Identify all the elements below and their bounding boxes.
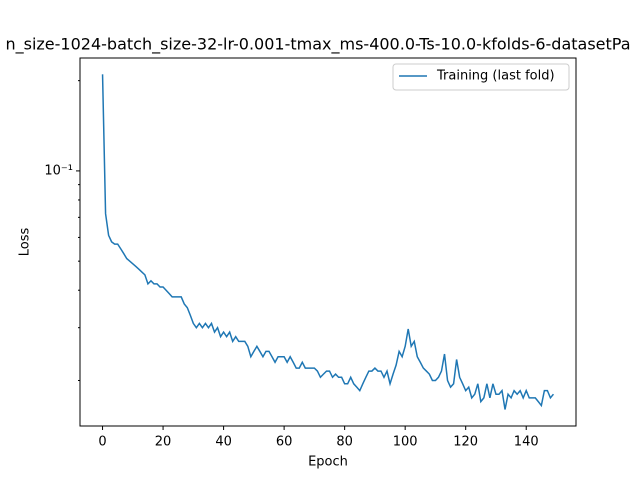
y-tick-label: 10⁻¹ xyxy=(44,163,73,178)
x-tick-label: 80 xyxy=(336,435,353,450)
x-tick-label: 40 xyxy=(215,435,232,450)
legend-label: Training (last fold) xyxy=(436,69,555,84)
x-tick-label: 20 xyxy=(155,435,172,450)
x-axis-label: Epoch xyxy=(308,455,348,470)
x-tick-label: 0 xyxy=(98,435,106,450)
x-tick-label: 140 xyxy=(514,435,539,450)
line-series xyxy=(101,74,555,410)
x-tick-label: 100 xyxy=(393,435,418,450)
y-axis-label: Loss xyxy=(18,228,33,257)
x-tick-label: 60 xyxy=(276,435,293,450)
x-tick-label: 120 xyxy=(453,435,478,450)
legend-box xyxy=(392,63,570,91)
plot-frame xyxy=(79,57,577,427)
chart-title: n_size-1024-batch_size-32-lr-0.001-tmax_… xyxy=(5,35,630,55)
